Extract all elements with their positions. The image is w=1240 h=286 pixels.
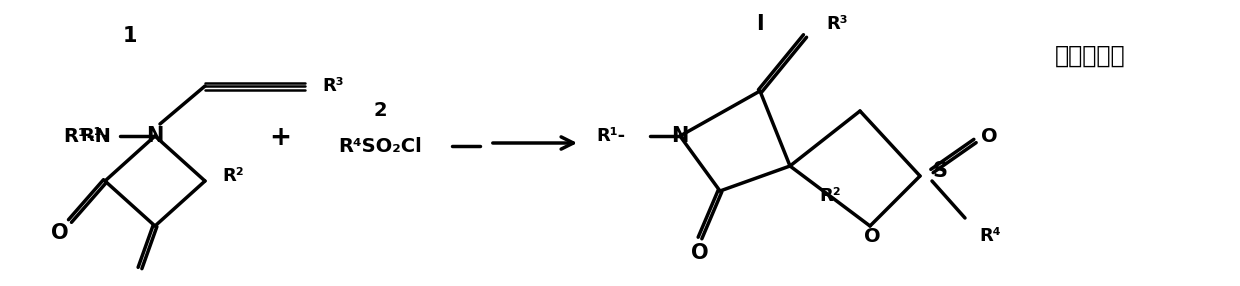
Text: R⁴SO₂Cl: R⁴SO₂Cl xyxy=(339,136,422,156)
Text: N: N xyxy=(146,126,164,146)
Text: R¹-: R¹- xyxy=(81,127,109,145)
Text: R¹-N: R¹-N xyxy=(63,126,110,146)
Text: R¹-: R¹- xyxy=(596,127,625,145)
Text: R³: R³ xyxy=(826,15,848,33)
Text: O: O xyxy=(981,126,997,146)
Text: S: S xyxy=(932,161,947,181)
Text: O: O xyxy=(691,243,709,263)
Text: O: O xyxy=(864,227,880,245)
Text: R²: R² xyxy=(820,187,841,205)
Text: I: I xyxy=(756,14,764,34)
Text: 1: 1 xyxy=(123,26,138,46)
Text: R²: R² xyxy=(222,167,244,185)
Text: R³: R³ xyxy=(322,77,343,95)
Text: 2: 2 xyxy=(373,102,387,120)
Text: N: N xyxy=(671,126,688,146)
Text: R⁴: R⁴ xyxy=(980,227,1001,245)
Text: （式一）。: （式一）。 xyxy=(1055,44,1126,68)
Text: O: O xyxy=(51,223,68,243)
Text: +: + xyxy=(269,125,291,151)
